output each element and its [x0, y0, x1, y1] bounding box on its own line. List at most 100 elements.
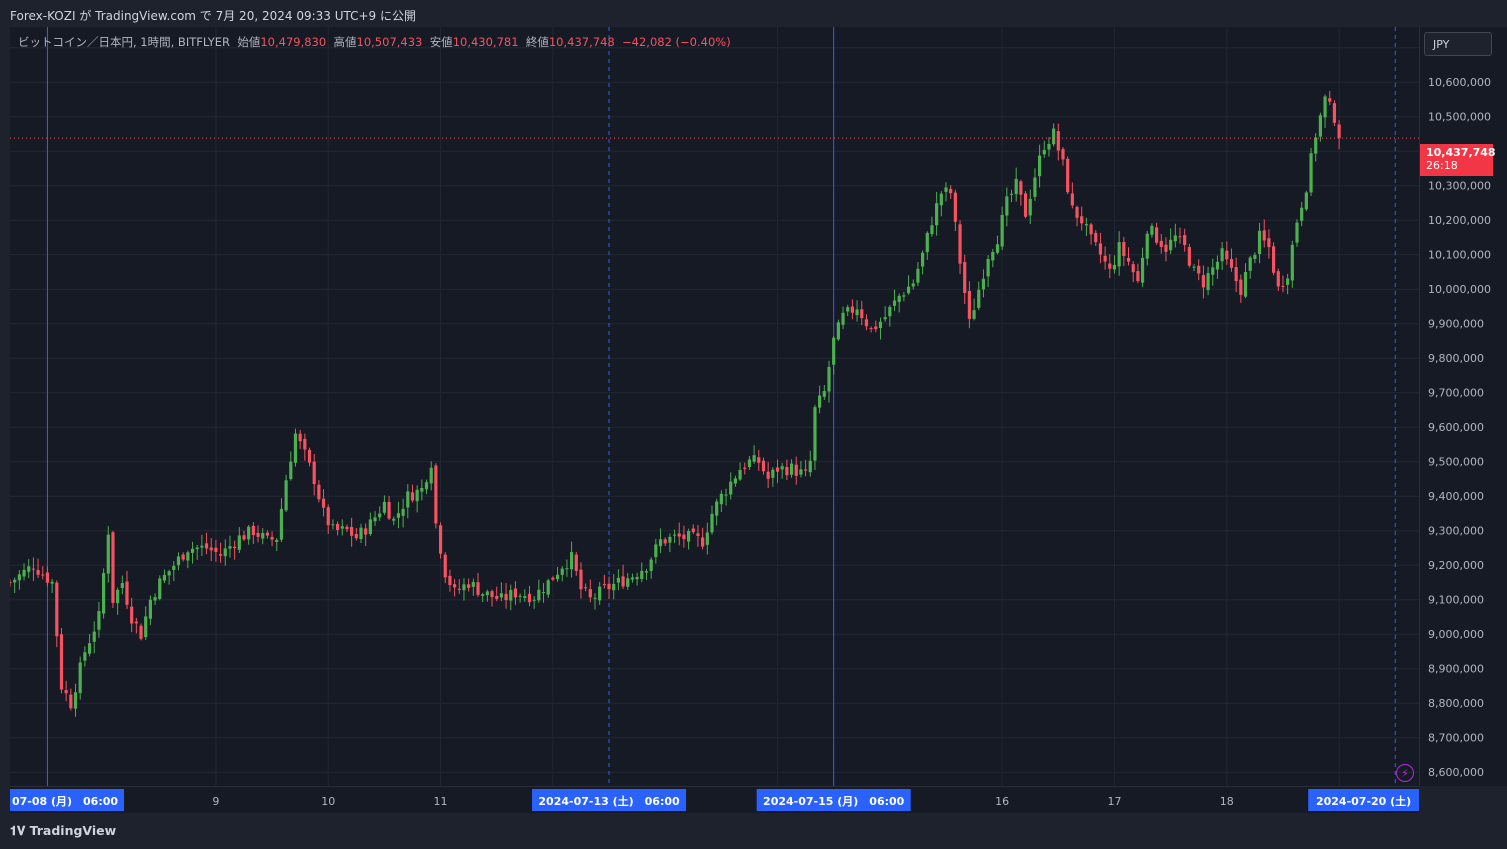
- candle-body: [1089, 224, 1093, 235]
- candle-body: [1108, 263, 1112, 269]
- candle-body: [1131, 264, 1135, 273]
- candle-body: [64, 690, 68, 694]
- candle-body: [832, 337, 836, 365]
- candle-body: [1023, 193, 1028, 217]
- candle-body: [293, 433, 298, 463]
- candle-body: [841, 312, 845, 325]
- lightning-icon[interactable]: ⚡: [1396, 764, 1414, 782]
- candle-body: [1140, 257, 1145, 283]
- time-axis[interactable]: 9101112141617181907-08 (月) 06:002024-07-…: [10, 786, 1419, 814]
- candle-body: [1014, 178, 1018, 195]
- candle-body: [476, 582, 480, 595]
- candle-body: [10, 582, 12, 584]
- candle-body: [275, 539, 279, 542]
- price-tick-label: 9,500,000: [1428, 456, 1484, 469]
- candle-body: [574, 554, 578, 572]
- candle-body: [364, 528, 368, 535]
- candle-body: [1239, 279, 1243, 295]
- candle-body: [499, 593, 503, 598]
- candle-body: [729, 481, 733, 495]
- candle-body: [139, 625, 143, 639]
- candle-body: [27, 566, 31, 572]
- price-tick-label: 10,300,000: [1428, 180, 1491, 193]
- candle-body: [1183, 235, 1187, 246]
- candlestick-chart[interactable]: [10, 27, 1419, 786]
- price-axis[interactable]: 8,600,000 8,700,000 8,800,000 8,900,000 9,00…: [1419, 27, 1507, 786]
- candle-body: [1080, 216, 1084, 224]
- price-tick-label: 8,900,000: [1428, 663, 1484, 676]
- currency-button[interactable]: JPY: [1424, 32, 1492, 56]
- candle-body: [453, 584, 457, 588]
- candle-body: [1159, 240, 1163, 247]
- candle-body: [13, 579, 17, 583]
- candle-body: [541, 592, 546, 594]
- candle-body: [1290, 244, 1294, 281]
- time-highlight-label: 2024-07-15 (月) 06:00: [763, 795, 905, 808]
- candle-body: [570, 552, 574, 570]
- candle-body: [869, 328, 873, 330]
- candle-body: [804, 469, 808, 471]
- candle-body: [219, 554, 223, 556]
- candle-body: [789, 463, 794, 475]
- candle-body: [321, 498, 326, 508]
- candle-body: [415, 489, 419, 502]
- candle-body: [1066, 158, 1070, 193]
- candle-body: [368, 519, 372, 535]
- candle-body: [247, 526, 251, 540]
- candle-body: [551, 577, 555, 580]
- candle-body: [209, 547, 213, 551]
- candle-body: [1197, 265, 1201, 274]
- candle-body: [761, 460, 766, 472]
- candle-body: [92, 631, 96, 642]
- candle-body: [462, 584, 466, 591]
- candle-body: [1318, 115, 1322, 137]
- candle-body: [1295, 222, 1299, 243]
- candle-body: [485, 591, 489, 596]
- candle-body: [977, 289, 981, 308]
- candle-body: [307, 449, 312, 463]
- candle-body: [284, 480, 288, 511]
- candle-body: [743, 467, 747, 469]
- candle-body: [602, 584, 606, 586]
- legend-high: 10,507,433: [356, 35, 423, 49]
- candle-body: [228, 546, 232, 549]
- candle-body: [888, 306, 892, 317]
- candle-body: [930, 225, 934, 235]
- candle-body: [626, 578, 630, 587]
- tradingview-logo-text: TradingView: [29, 823, 117, 838]
- candle-body: [1309, 153, 1313, 193]
- candle-body: [256, 532, 260, 537]
- chart-pane[interactable]: ビットコイン／日本円, 1時間, BITFLYER 始値10,479,830 高…: [10, 27, 1419, 786]
- candle-body: [116, 589, 120, 604]
- candle-body: [471, 582, 475, 587]
- candle-body: [45, 572, 50, 583]
- candle-body: [747, 459, 752, 467]
- time-highlight-label: 07-08 (月) 06:00: [12, 795, 118, 808]
- candle-body: [387, 501, 391, 519]
- legend-high-label: 高値: [333, 35, 357, 49]
- candle-body: [836, 322, 840, 340]
- time-highlight-bg: [756, 789, 911, 811]
- candle-body: [1332, 103, 1337, 123]
- candle-body: [822, 391, 826, 397]
- candle-body: [607, 583, 611, 590]
- candle-body: [640, 570, 644, 579]
- price-tick-label: 9,700,000: [1428, 387, 1484, 400]
- candle-body: [691, 528, 695, 533]
- legend-symbol[interactable]: ビットコイン／日本円, 1時間, BITFLYER: [18, 35, 231, 49]
- candle-body: [50, 581, 54, 584]
- candle-body: [757, 457, 761, 463]
- candle-body: [1122, 241, 1126, 257]
- candle-body: [1000, 214, 1004, 247]
- candle-body: [775, 467, 780, 472]
- candle-body: [949, 188, 953, 194]
- candle-body: [1262, 230, 1266, 241]
- candle-body: [1173, 235, 1177, 242]
- candle-body: [1314, 137, 1318, 154]
- candle-body: [860, 309, 864, 319]
- candle-body: [378, 513, 382, 518]
- candle-body: [855, 309, 859, 316]
- candle-body: [663, 539, 667, 544]
- price-tick-label: 9,300,000: [1428, 525, 1484, 538]
- candle-body: [467, 584, 471, 588]
